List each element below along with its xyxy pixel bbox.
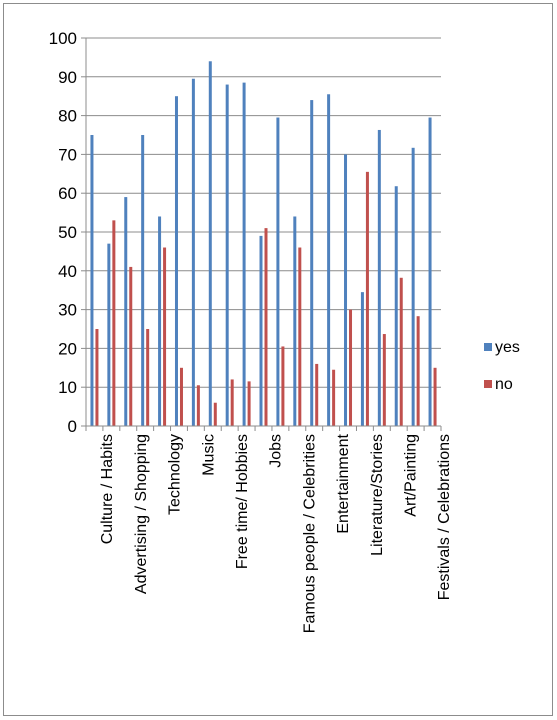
bar-yes xyxy=(242,82,246,427)
legend-swatch-yes xyxy=(484,343,492,351)
bar-yes xyxy=(124,197,128,426)
bar-yes xyxy=(394,186,398,426)
bar-no xyxy=(416,316,420,426)
x-category-label: Jobs xyxy=(268,434,285,468)
bar-yes xyxy=(225,84,229,426)
y-tick-label: 100 xyxy=(49,29,77,48)
bar-yes xyxy=(158,216,162,426)
bar-yes xyxy=(276,117,280,426)
bar-no xyxy=(315,363,319,426)
bar-yes xyxy=(310,100,314,426)
y-tick-label: 10 xyxy=(58,378,77,397)
bar-no xyxy=(332,369,336,426)
bar-yes xyxy=(377,129,381,426)
y-tick-label: 40 xyxy=(58,262,77,281)
x-category-label: Music xyxy=(200,434,217,476)
bar-no xyxy=(179,367,183,426)
bar-no xyxy=(230,379,234,426)
bar-no xyxy=(213,402,217,426)
bar-no xyxy=(433,367,437,426)
bar-yes xyxy=(107,243,111,426)
bar-no xyxy=(281,346,285,426)
bar-yes xyxy=(411,147,415,427)
bar-no xyxy=(382,334,386,426)
bar-no xyxy=(264,228,268,426)
x-category-labels: Culture / Habits Advertising / Shopping Te… xyxy=(99,433,453,633)
bar-no xyxy=(196,385,200,426)
y-tick-label: 70 xyxy=(58,145,77,164)
y-tick-label: 50 xyxy=(58,223,77,242)
bar-yes xyxy=(360,292,364,426)
bar-yes xyxy=(141,135,145,426)
legend-swatch-no xyxy=(484,380,492,388)
bar-yes xyxy=(293,216,297,426)
bar-yes xyxy=(90,135,94,426)
bars xyxy=(90,61,437,427)
bar-yes xyxy=(327,94,331,426)
bar-yes xyxy=(191,78,195,427)
bar-no xyxy=(129,266,133,426)
legend-label-yes: yes xyxy=(495,339,520,356)
bar-no xyxy=(112,220,116,426)
bar-no xyxy=(349,309,353,426)
axes xyxy=(85,38,442,431)
bar-no xyxy=(146,329,150,426)
y-tick-label: 90 xyxy=(58,68,77,87)
x-category-label: Culture / Habits xyxy=(99,434,116,544)
bar-no xyxy=(399,277,403,426)
x-category-label: Free time/ Hobbies xyxy=(234,434,251,569)
bar-no xyxy=(163,247,167,426)
bar-yes xyxy=(428,117,432,426)
x-category-label: Famous people / Celebrities xyxy=(301,434,318,633)
x-category-label: Technology xyxy=(167,434,184,515)
bar-yes xyxy=(344,154,348,426)
bar-no xyxy=(298,247,302,426)
y-tick-label: 60 xyxy=(58,184,77,203)
bar-yes xyxy=(259,235,263,426)
legend: yes no xyxy=(484,339,520,393)
x-category-label: Entertainment xyxy=(335,433,352,533)
bar-no xyxy=(247,381,251,426)
y-tick-label: 80 xyxy=(58,107,77,126)
x-category-label: Art/Painting xyxy=(403,434,420,517)
y-tick-label: 30 xyxy=(58,301,77,320)
y-tick-labels: 0 10 20 30 40 50 60 70 80 90 100 xyxy=(49,29,77,436)
bar-yes xyxy=(174,96,178,426)
bar-no xyxy=(95,329,99,426)
y-tick-label: 0 xyxy=(68,417,77,436)
bar-yes xyxy=(208,61,212,426)
legend-label-no: no xyxy=(495,376,513,393)
x-category-label: Advertising / Shopping xyxy=(133,434,150,594)
x-category-label: Festivals / Celebrations xyxy=(436,434,453,600)
bar-no xyxy=(365,171,369,426)
x-category-label: Literature/Stories xyxy=(369,434,386,556)
y-tick-label: 20 xyxy=(58,339,77,358)
